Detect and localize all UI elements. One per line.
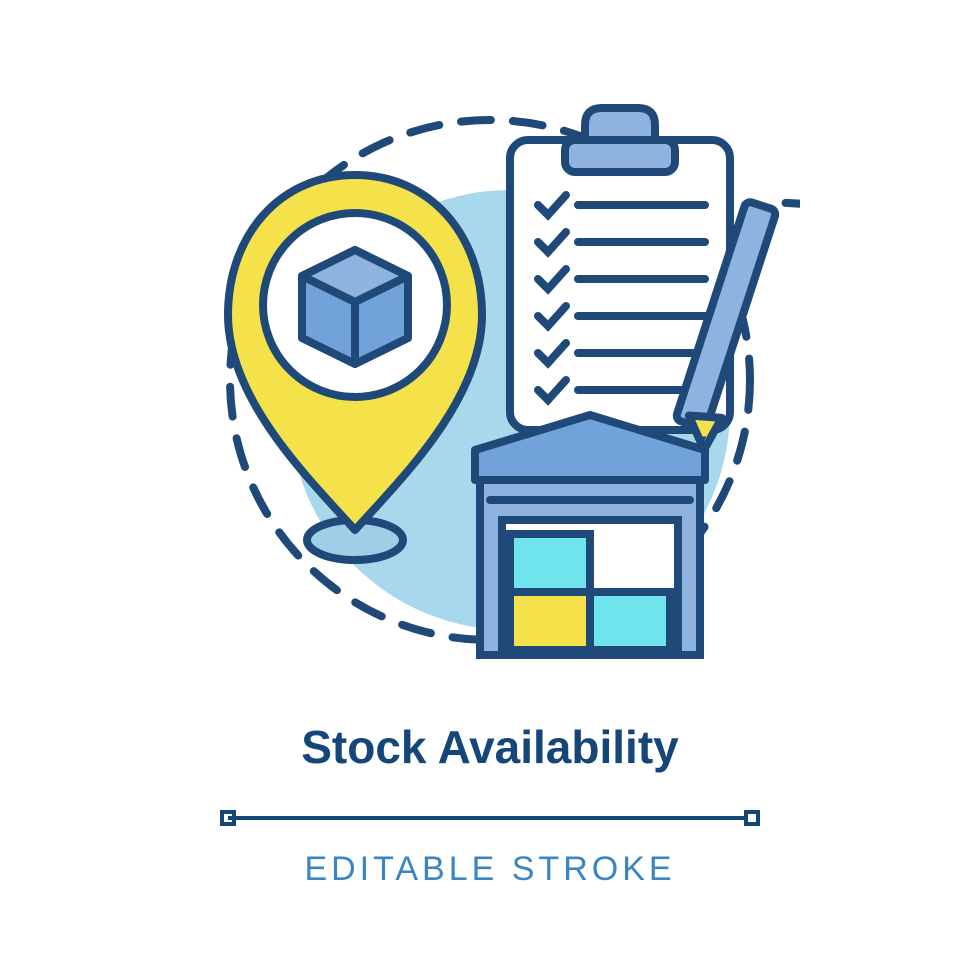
divider xyxy=(220,808,760,828)
title-text: Stock Availability xyxy=(0,720,980,774)
stock-availability-icon xyxy=(180,70,800,690)
illustration-container xyxy=(180,70,800,690)
infographic-canvas: Stock Availability EDITABLE STROKE xyxy=(0,0,980,980)
divider-endcap-right xyxy=(744,810,760,826)
clipboard-icon xyxy=(510,108,800,452)
divider-line xyxy=(228,816,752,820)
subtitle-text: EDITABLE STROKE xyxy=(0,850,980,889)
warehouse-icon xyxy=(475,415,705,655)
